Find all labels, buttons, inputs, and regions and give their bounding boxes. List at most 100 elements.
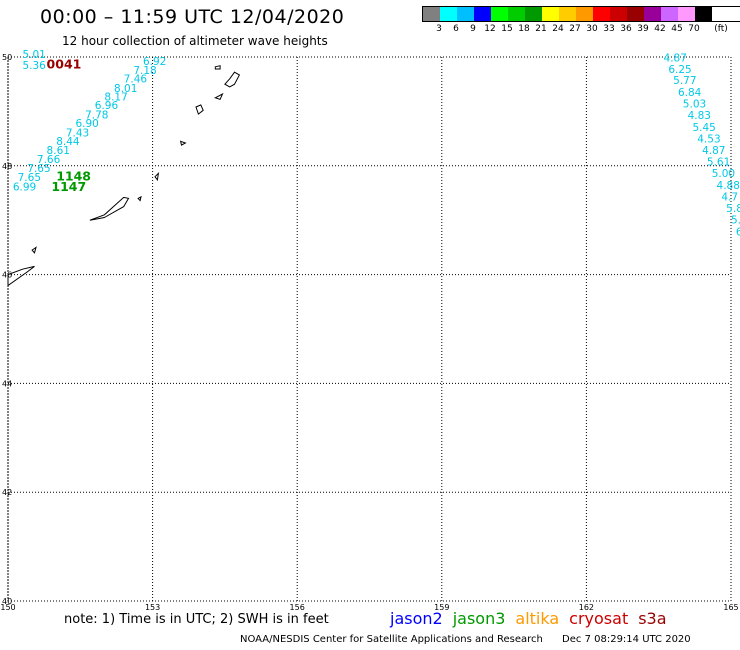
- credit-line: NOAA/NESDIS Center for Satellite Applica…: [240, 634, 691, 645]
- wave-height-reading: 7.78: [85, 109, 108, 121]
- island-outline: [7, 265, 35, 287]
- latitude-label: 40: [2, 597, 12, 606]
- colorbar-tick-label: 42: [654, 24, 666, 34]
- latitude-label: 50: [2, 53, 12, 62]
- colorbar-tick-label: 27: [569, 24, 581, 34]
- longitude-label: 153: [145, 603, 160, 610]
- longitude-label: 156: [290, 603, 305, 610]
- satellite-s3a: s3a: [638, 609, 667, 628]
- wave-height-reading: 4.87: [664, 52, 687, 64]
- colorbar-tick-label: 30: [586, 24, 598, 34]
- map-subtitle: 12 hour collection of altimeter wave hei…: [62, 34, 328, 48]
- longitude-label: 162: [579, 603, 594, 610]
- latitude-label: 48: [2, 162, 12, 171]
- satellite-altika: altika: [515, 609, 560, 628]
- colorbar-tick-label: 24: [552, 24, 564, 34]
- lat-lon-grid: 150 153 156 159 162 165 50 48 46 44 42 40: [0, 53, 738, 610]
- colorbar-tick-label: 12: [484, 24, 496, 34]
- longitude-label: 165: [723, 603, 738, 610]
- colorbar-swatch: [440, 7, 457, 21]
- wave-height-reading: 5.8: [726, 203, 740, 215]
- wave-height-reading: 8.01: [114, 83, 137, 95]
- island-outline: [224, 71, 241, 88]
- wave-height-reading: 7.65: [27, 163, 50, 175]
- wave-height-reading: 5.03: [683, 99, 706, 111]
- satellite-jason3: jason3: [452, 609, 506, 628]
- wave-height-reading: 5.36: [22, 60, 46, 72]
- wave-height-reading: 8.17: [104, 92, 127, 104]
- satellite-jason2: jason2: [390, 609, 443, 628]
- satellite-cryosat: cryosat: [569, 609, 629, 628]
- latitude-label: 42: [2, 488, 12, 497]
- longitude-label: 150: [0, 603, 15, 610]
- altimeter-track-east: 4.876.255.776.845.034.835.454.534.875.61…: [664, 52, 740, 238]
- colorbar-tick-label: 9: [470, 24, 476, 34]
- wave-height-reading: 7.43: [66, 127, 89, 139]
- colorbar-swatch: [678, 7, 695, 21]
- wave-height-reading: 5.00: [712, 168, 735, 180]
- wave-height-reading: 7.18: [133, 65, 156, 77]
- wave-height-reading: 6.92: [143, 56, 166, 68]
- colorbar-swatch: [491, 7, 508, 21]
- altimeter-track-west: 5.015.36 6.927.187.468.018.176.967.786.90…: [13, 49, 167, 194]
- pass-time-label: 0041: [47, 56, 82, 71]
- coastline-islands: [7, 65, 241, 287]
- wave-height-reading: 4.88: [717, 180, 740, 192]
- colorbar-swatch: [525, 7, 542, 21]
- latitude-label: 46: [2, 271, 12, 280]
- wave-height-reading: 5.77: [673, 75, 696, 87]
- colorbar-labels: 3 6 9 12 15 18 21 24 27 30 33 36 39 42 45 70 (ft): [422, 22, 740, 34]
- colorbar-tick-label: 21: [535, 24, 547, 34]
- colorbar-tick-label: 15: [501, 24, 513, 34]
- colorbar-swatch: [559, 7, 576, 21]
- colorbar-tick-label: 33: [603, 24, 615, 34]
- colorbar-swatch: [644, 7, 661, 21]
- wave-height-reading: 6.84: [678, 87, 702, 99]
- wave-height-reading: 7.65: [18, 172, 41, 184]
- island-outline: [195, 104, 204, 115]
- map-title: 00:00 – 11:59 UTC 12/04/2020: [40, 6, 345, 28]
- wave-height-reading: 4.53: [697, 133, 720, 145]
- wave-height-reading: 5.45: [692, 122, 715, 134]
- wave-height-reading: 6.90: [75, 118, 98, 130]
- wave-height-reading: 4.83: [688, 110, 711, 122]
- wave-height-colorbar: 3 6 9 12 15 18 21 24 27 30 33 36 39 42 45 70 (ft): [422, 6, 740, 34]
- colorbar-swatches: [422, 6, 740, 22]
- colorbar-tick-label: 6: [453, 24, 459, 34]
- island-outline: [214, 92, 224, 101]
- wave-height-reading: 6.96: [95, 100, 119, 112]
- colorbar-swatch: [542, 7, 559, 21]
- colorbar-swatch: [593, 7, 610, 21]
- colorbar-unit-label: (ft): [714, 24, 728, 34]
- colorbar-swatch: [423, 7, 440, 21]
- island-outline: [154, 172, 160, 182]
- colorbar-tick-label: 18: [518, 24, 530, 34]
- colorbar-tick-label: 36: [620, 24, 632, 34]
- latitude-label: 44: [2, 379, 12, 388]
- colorbar-swatch: [661, 7, 678, 21]
- wave-height-reading: 5.01: [22, 49, 45, 61]
- wave-height-reading: 5.: [731, 214, 740, 226]
- longitude-label: 159: [434, 603, 449, 610]
- colorbar-tick-label: 70: [688, 24, 700, 34]
- wave-height-reading: 6.25: [668, 64, 691, 76]
- colorbar-swatch: [508, 7, 525, 21]
- colorbar-swatch: [610, 7, 627, 21]
- colorbar-swatch: [576, 7, 593, 21]
- credit-text: NOAA/NESDIS Center for Satellite Applica…: [240, 634, 543, 645]
- wave-height-reading: 4.87: [702, 145, 725, 157]
- colorbar-tick-label: 45: [671, 24, 683, 34]
- generated-timestamp: Dec 7 08:29:14 UTC 2020: [562, 634, 691, 645]
- colorbar-swatch: [627, 7, 644, 21]
- map-canvas: 150 153 156 159 162 165 50 48 46 44 42 40 5.015.36 6…: [0, 49, 740, 610]
- map-frame: [7, 56, 732, 602]
- island-outline: [31, 246, 37, 254]
- wave-height-reading: 8.61: [47, 145, 70, 157]
- colorbar-tick-label: 3: [436, 24, 442, 34]
- wave-height-reading: 6.99: [13, 181, 36, 193]
- colorbar-swatch: [474, 7, 491, 21]
- island-outline: [214, 65, 221, 70]
- wave-height-reading: 5.61: [707, 156, 730, 168]
- island-outline: [89, 196, 130, 221]
- colorbar-swatch: [695, 7, 712, 21]
